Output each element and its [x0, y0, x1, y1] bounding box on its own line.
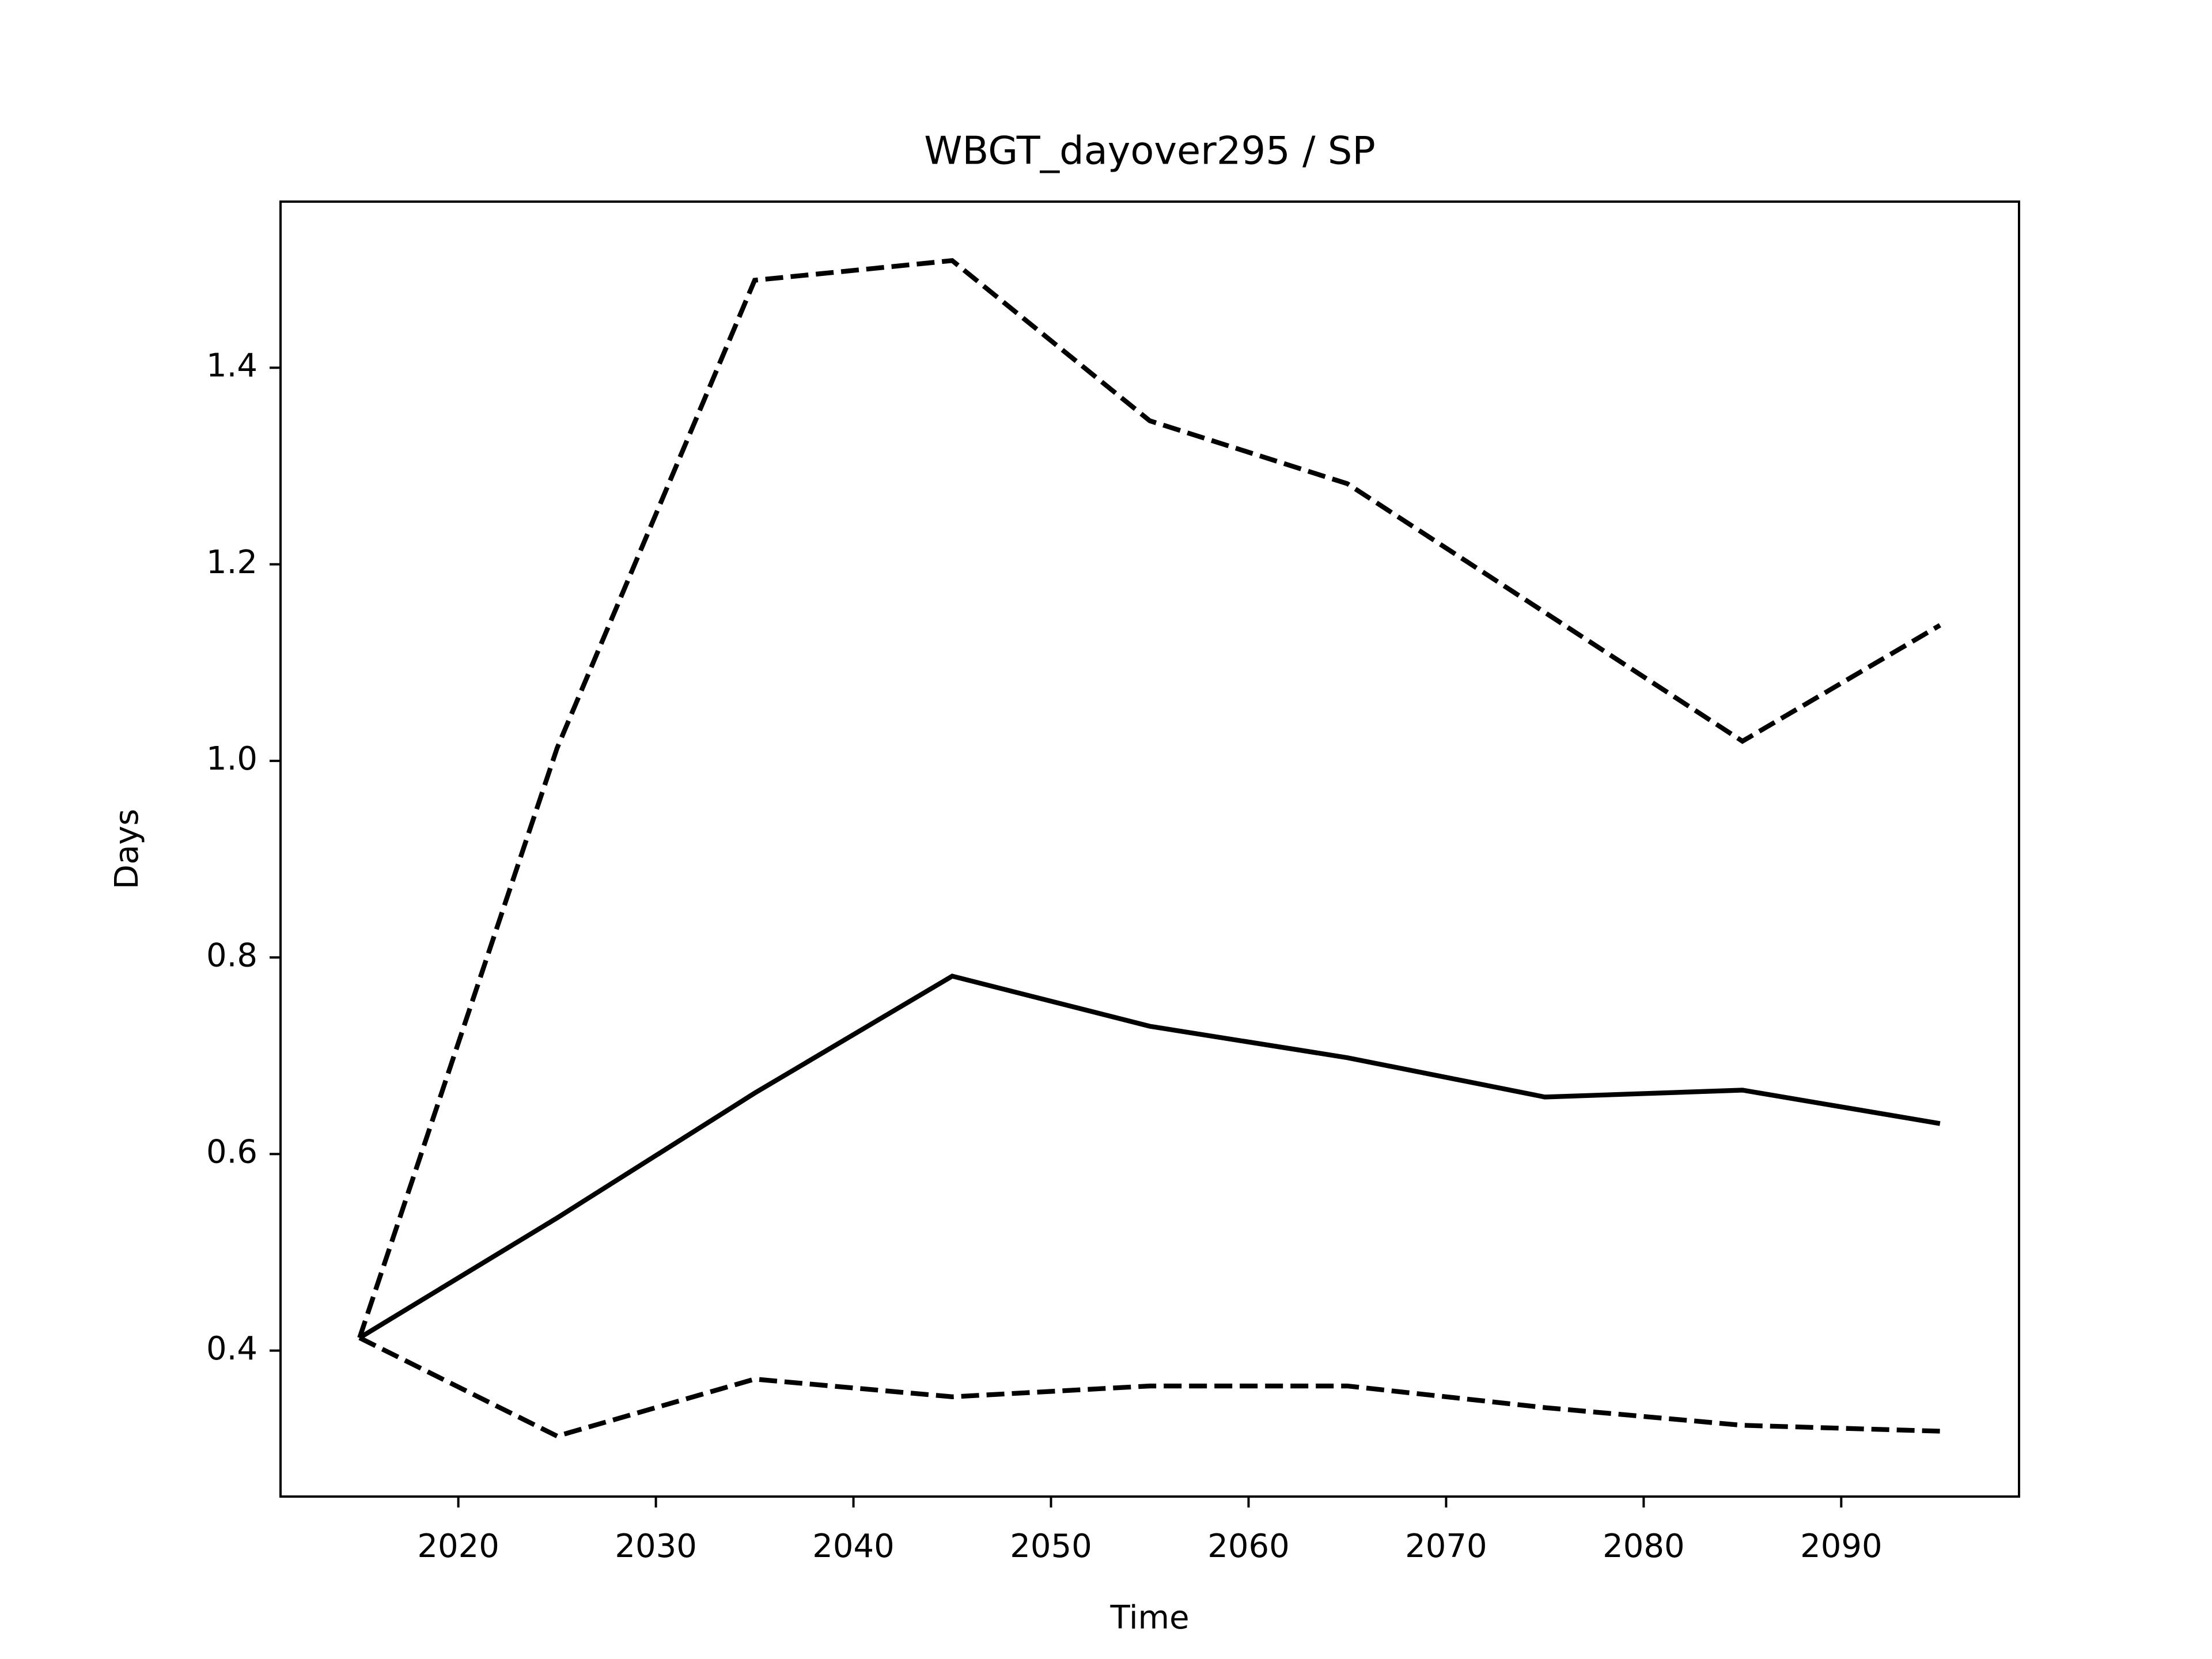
plot-frame	[279, 200, 2020, 1498]
x-axis-label: Time	[1109, 1599, 1189, 1637]
x-tick-label: 2080	[1603, 1528, 1685, 1565]
x-tick-label: 2050	[1010, 1528, 1092, 1565]
data-line	[358, 1335, 1940, 1439]
x-tick-label: 2060	[1207, 1528, 1290, 1565]
y-tick-label: 0.4	[206, 1330, 257, 1368]
y-tick-label: 0.8	[206, 937, 257, 974]
x-tick-label: 2070	[1405, 1528, 1487, 1565]
y-tick-label: 1.0	[206, 740, 257, 778]
x-tick-label: 2030	[615, 1528, 697, 1565]
chart-title: WBGT_dayover295 / SP	[924, 128, 1376, 173]
y-tick-label: 0.6	[206, 1134, 257, 1171]
x-tick-label: 2040	[812, 1528, 895, 1565]
y-axis-label: Days	[108, 809, 146, 889]
y-tick-label: 1.4	[206, 347, 257, 384]
data-line	[358, 974, 1941, 1340]
x-tick-label: 2090	[1800, 1528, 1883, 1565]
y-tick-label: 1.2	[206, 544, 257, 581]
x-tick-label: 2020	[417, 1528, 499, 1565]
data-line	[357, 258, 1941, 1339]
